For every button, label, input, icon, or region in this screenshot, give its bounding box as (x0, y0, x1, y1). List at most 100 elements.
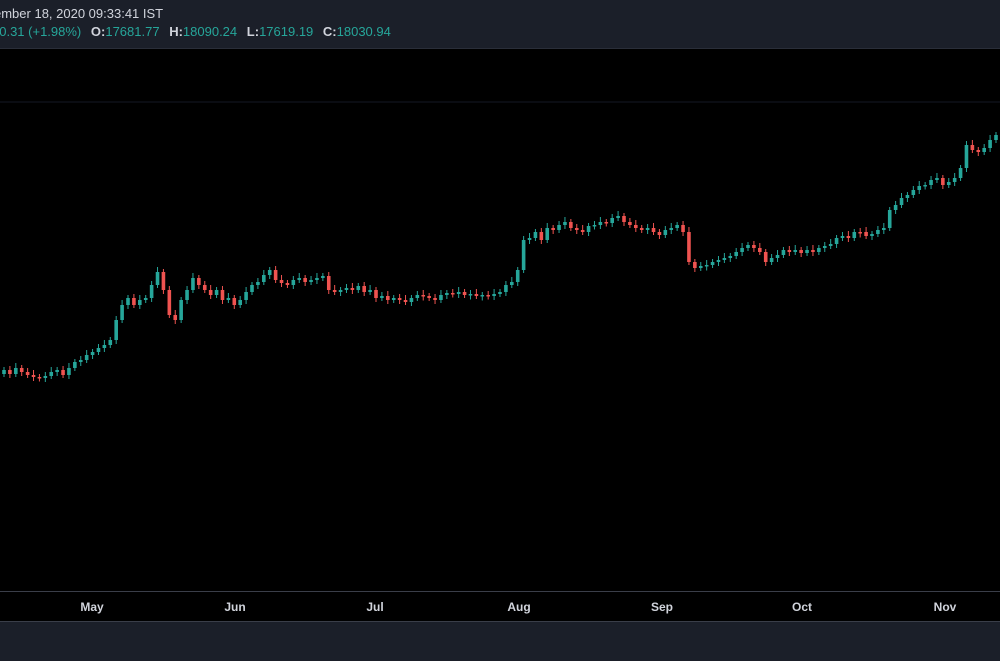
candle-body (368, 290, 372, 292)
candle-body (8, 370, 12, 374)
candle-body (946, 182, 951, 185)
candle-body (356, 286, 361, 290)
candle-body (445, 293, 449, 295)
candle-body (716, 260, 721, 262)
legend-open-label: O: (90, 24, 106, 39)
candle-body (220, 290, 225, 300)
legend-ohlc: 50.31 (+1.98%) O:17681.77 H:18090.24 L:1… (0, 24, 391, 39)
candle-body (332, 290, 337, 292)
candle-body (622, 216, 626, 222)
chart-pane[interactable] (0, 49, 1000, 591)
candle-body (675, 225, 679, 228)
candle-body (456, 292, 461, 294)
candle-body (149, 285, 154, 298)
candle-body (645, 228, 650, 230)
candle-body (598, 222, 603, 225)
candle-body (781, 250, 786, 255)
candle-body (185, 290, 189, 300)
candle-body (208, 290, 213, 295)
candle-body (380, 296, 384, 298)
candle-body (521, 240, 526, 270)
candle-body (279, 280, 284, 283)
legend-close-label: C: (322, 24, 337, 39)
candle-body (515, 270, 520, 282)
candle-body (639, 228, 644, 230)
candle-body (958, 168, 963, 178)
candle-body (840, 236, 845, 238)
candle-body (864, 232, 868, 236)
candle-body (504, 285, 508, 292)
candle-body (834, 238, 839, 244)
candle-body (681, 225, 685, 232)
candle-body (285, 283, 290, 285)
candle-body (527, 238, 532, 240)
candle-body (941, 178, 945, 185)
candle-body (486, 295, 490, 297)
candle-body (498, 292, 502, 294)
candle-body (817, 248, 821, 252)
candle-body (905, 195, 910, 198)
legend-low-value: 17619.19 (259, 24, 314, 39)
candle-body (988, 140, 992, 148)
candle-body (67, 368, 71, 375)
candle-body (232, 298, 237, 305)
candle-body (911, 190, 916, 195)
x-tick-label: Aug (507, 600, 531, 614)
x-tick-label: Jul (366, 600, 384, 614)
candle-body (250, 285, 254, 292)
candle-body (693, 262, 697, 268)
candle-body (899, 198, 904, 205)
candle-body (551, 228, 555, 230)
candle-body (687, 232, 691, 262)
candle-body (226, 298, 231, 300)
candle-body (887, 210, 892, 228)
x-tick-label: Sep (650, 600, 674, 614)
candle-body (758, 248, 762, 252)
candle-body (84, 355, 89, 360)
candle-body (138, 300, 142, 305)
candle-body (273, 270, 278, 280)
candle-body (669, 228, 674, 230)
candle-body (427, 296, 431, 298)
candle-body (326, 276, 331, 290)
candle-body (19, 368, 24, 372)
candle-body (793, 250, 798, 252)
candle-body (214, 290, 219, 295)
candle-body (580, 230, 585, 232)
candle-body (267, 270, 272, 275)
candle-body (752, 245, 756, 248)
candle-body (421, 295, 426, 297)
candle-body (179, 300, 183, 320)
candle-body (315, 278, 319, 280)
candle-body (403, 300, 408, 302)
candle-body (740, 248, 744, 252)
candle-body (569, 222, 573, 228)
candle-body (202, 285, 207, 290)
bottom-toolbar (0, 621, 1000, 661)
candle-body (397, 298, 402, 300)
time-axis[interactable]: May Jun Jul Aug Sep Oct Nov (0, 591, 1000, 622)
candle-body (882, 228, 886, 230)
candle-body (303, 278, 307, 282)
candle-body (61, 370, 65, 375)
candle-body (799, 250, 803, 253)
candle-body (811, 250, 815, 252)
candle-body (563, 222, 567, 225)
candle-body (728, 256, 733, 258)
candle-body (616, 216, 620, 218)
candle-body (386, 296, 390, 300)
candle-body (391, 298, 396, 300)
candle-body (73, 362, 77, 368)
candle-body (604, 222, 609, 224)
candle-body (492, 294, 496, 296)
candlestick-chart[interactable] (0, 49, 1000, 591)
x-tick-label: Nov (933, 600, 957, 614)
candle-body (846, 236, 851, 238)
candle-body (462, 292, 467, 295)
candle-body (663, 230, 668, 235)
candle-body (167, 290, 172, 315)
candle-body (510, 282, 514, 285)
candle-body (893, 205, 898, 210)
candle-body (746, 245, 750, 248)
legend-datetime: ember 18, 2020 09:33:41 IST (0, 6, 164, 21)
